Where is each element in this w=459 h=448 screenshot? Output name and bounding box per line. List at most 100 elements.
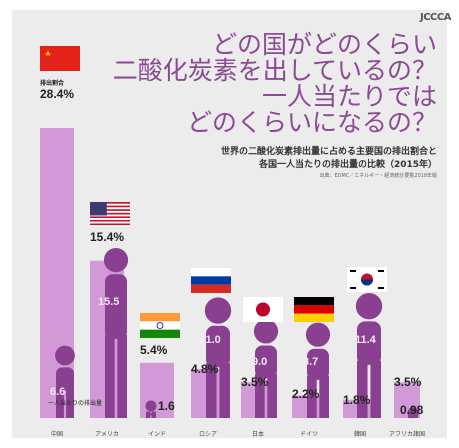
person-leg-right-4 xyxy=(267,374,277,418)
person-leg-right-2 xyxy=(151,411,156,418)
usa-flag-stripe-white xyxy=(90,218,130,220)
share-label-4: 3.5% xyxy=(241,375,269,389)
person-leg-right-7 xyxy=(413,415,418,418)
category-label-4: 日本 xyxy=(252,430,264,438)
person-leg-right-5 xyxy=(319,375,329,418)
person-leg-left-1 xyxy=(105,334,115,418)
india-flag-mid xyxy=(140,321,180,330)
category-label-1: アメリカ xyxy=(95,431,119,438)
share-label-3: 4.8% xyxy=(191,362,219,376)
per-capita-label-6: 11.4 xyxy=(355,334,377,346)
russia-flag xyxy=(191,268,231,293)
usa-flag-stripe xyxy=(90,212,130,215)
title-line-1: どの国がどのくらい xyxy=(211,30,437,59)
person-leg-left-3 xyxy=(206,363,217,418)
russia-flag-bottom xyxy=(191,284,231,293)
publisher-logo: JCCCA xyxy=(420,12,451,23)
china-flag-field xyxy=(40,46,80,71)
person-figure-3 xyxy=(204,297,232,418)
share-label-1: 15.4% xyxy=(90,230,124,244)
usa-flag-stripe xyxy=(90,209,130,211)
category-label-2: インド xyxy=(148,432,166,438)
usa-flag-stripe xyxy=(90,219,130,222)
person-figure-1 xyxy=(103,248,129,418)
usa-flag-stripe xyxy=(90,216,130,219)
usa-flag-stripe-white xyxy=(90,214,130,217)
korea-flag-taegeuk-bottom xyxy=(361,279,373,286)
share-label-7: 3.5% xyxy=(394,375,422,389)
person-head-1 xyxy=(103,248,129,273)
person-head-5 xyxy=(305,322,331,347)
person-head-2 xyxy=(145,400,157,412)
person-head-0 xyxy=(55,345,75,366)
india-flag-wheel xyxy=(156,322,164,329)
person-body-5 xyxy=(307,348,329,380)
per-capita-label-2: 1.6 xyxy=(158,399,175,413)
usa-flag xyxy=(90,202,130,227)
china-per-capita-caption: 一人当たりの排出量 xyxy=(48,399,102,407)
germany-flag-mid xyxy=(294,305,334,314)
per-capita-label-5: 8.7 xyxy=(303,356,318,368)
usa-flag-stripe xyxy=(90,223,130,226)
category-label-5: ドイツ xyxy=(300,432,318,438)
share-label-6: 1.8% xyxy=(343,393,371,407)
india-flag-top xyxy=(140,313,180,322)
person-leg-right-0 xyxy=(66,386,74,418)
share-label-2: 5.4% xyxy=(140,343,168,357)
usa-flag-stripe-white xyxy=(90,210,130,213)
china-flag xyxy=(40,46,80,71)
person-head-4 xyxy=(253,319,279,344)
usa-flag-stripe-white xyxy=(90,225,130,227)
person-body-1 xyxy=(105,274,127,339)
share-label-0: 28.4% xyxy=(40,87,74,101)
subtitle-line-1: 世界の二酸化炭素排出量に占める主要国の排出割合と xyxy=(220,147,437,157)
usa-flag-stripe-white xyxy=(90,203,130,206)
germany-flag-bottom xyxy=(294,313,334,322)
subtitle-line-2: 各国一人当たりの排出量の比較（2015年） xyxy=(258,160,437,170)
person-leg-left-0 xyxy=(56,386,64,418)
russia-flag-top xyxy=(191,268,231,277)
person-figure-7 xyxy=(407,407,419,419)
person-leg-left-2 xyxy=(146,411,151,418)
germany-flag-top xyxy=(294,297,334,306)
korea-flag xyxy=(347,267,387,292)
japan-flag xyxy=(243,297,283,322)
usa-flag-stripe-white xyxy=(90,221,130,224)
title-line-3: 一人当たりでは xyxy=(261,82,437,111)
category-label-6: 韓国 xyxy=(354,430,366,438)
person-leg-left-7 xyxy=(408,415,413,418)
per-capita-label-4: 9.0 xyxy=(252,356,267,368)
person-figure-5 xyxy=(305,322,331,418)
share-bar-2 xyxy=(140,362,174,418)
korea-flag-trigram-2 xyxy=(378,270,384,272)
usa-flag-stripe-white xyxy=(90,207,130,210)
title-line-4: どのくらいになるの？ xyxy=(186,108,437,137)
russia-flag-mid xyxy=(191,276,231,285)
usa-flag-stripe xyxy=(90,205,130,208)
person-figure-4 xyxy=(253,319,279,418)
person-leg-right-6 xyxy=(370,360,381,418)
korea-flag-trigram-3 xyxy=(350,287,356,289)
germany-flag xyxy=(294,297,334,322)
usa-flag-stripe xyxy=(90,202,130,204)
share-label-5: 2.2% xyxy=(292,387,320,401)
person-leg-left-4 xyxy=(255,374,265,418)
person-body-4 xyxy=(255,345,277,379)
person-head-6 xyxy=(355,292,383,320)
person-body-6 xyxy=(357,321,381,365)
title-line-2: 二酸化炭素を出しているの？ xyxy=(112,56,437,85)
china-flag-star xyxy=(45,50,51,56)
korea-flag-trigram-4 xyxy=(378,287,384,289)
category-label-3: ロシア xyxy=(199,431,217,438)
category-label-7: アフリカ諸国 xyxy=(389,430,425,438)
person-leg-right-1 xyxy=(117,334,127,418)
person-figure-6 xyxy=(355,292,383,418)
category-label-0: 中国 xyxy=(51,430,63,438)
source-note: 出典：EDMC／エネルギー・経済統計要覧2018年版 xyxy=(319,173,437,179)
person-leg-left-6 xyxy=(357,360,368,418)
person-leg-left-5 xyxy=(307,375,317,418)
korea-flag-trigram-1 xyxy=(350,270,356,272)
japan-flag-sun xyxy=(256,302,270,317)
person-figure-2 xyxy=(145,400,157,418)
